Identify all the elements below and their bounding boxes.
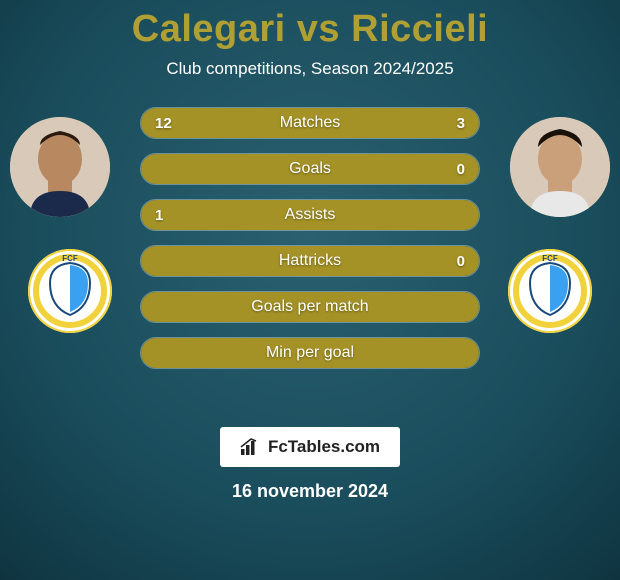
stat-label: Goals	[141, 160, 479, 178]
player-photo-right	[510, 117, 610, 217]
player-left-avatar	[10, 117, 110, 217]
stat-label: Hattricks	[141, 252, 479, 270]
stat-label: Goals per match	[141, 298, 479, 316]
club-badge-right: FCF	[508, 249, 592, 333]
stat-label: Matches	[141, 114, 479, 132]
stat-row-min-per-goal: Min per goal	[140, 337, 480, 369]
svg-text:FCF: FCF	[542, 254, 558, 263]
stat-row-hattricks: 0Hattricks	[140, 245, 480, 277]
player-right-avatar	[510, 117, 610, 217]
comparison-arena: FCF FCF 123Matches 0Goals 1Assists 0Hattric…	[0, 107, 620, 407]
stat-label: Assists	[141, 206, 479, 224]
branding-label: FcTables.com	[268, 437, 380, 457]
stat-bars: 123Matches 0Goals 1Assists 0Hattricks Goals …	[140, 107, 480, 369]
club-right-crest: FCF	[508, 249, 592, 333]
content-root: { "title_color": "#b0a034", "title": "Ca…	[0, 0, 620, 580]
date-label: 16 november 2024	[0, 481, 620, 502]
page-title: Calegari vs Riccieli	[0, 0, 620, 51]
svg-text:FCF: FCF	[62, 254, 78, 263]
stat-row-goals-per-match: Goals per match	[140, 291, 480, 323]
subtitle: Club competitions, Season 2024/2025	[0, 59, 620, 79]
club-left-crest: FCF	[28, 249, 112, 333]
player-photo-left	[10, 117, 110, 217]
stat-label: Min per goal	[141, 344, 479, 362]
branding-icon	[240, 438, 262, 456]
stat-row-matches: 123Matches	[140, 107, 480, 139]
stat-row-assists: 1Assists	[140, 199, 480, 231]
stat-row-goals: 0Goals	[140, 153, 480, 185]
branding-badge[interactable]: FcTables.com	[220, 427, 400, 467]
club-badge-left: FCF	[28, 249, 112, 333]
